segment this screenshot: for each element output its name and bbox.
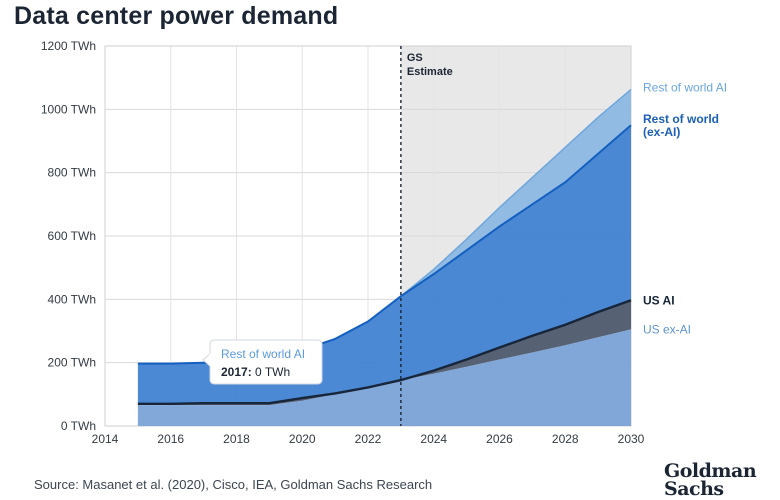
x-tick-label: 2018 (223, 432, 250, 446)
tooltip-year: 2017: (221, 365, 252, 379)
series-labels: GS Estimate Rest of world AI Rest of world(… (407, 52, 727, 336)
x-tick-label: 2016 (157, 432, 184, 446)
line-us-ai (137, 299, 632, 405)
legend-rest-of-world-ai: Rest of world AI (643, 80, 727, 94)
axes: 0 TWh 200 TWh 400 TWh 600 TWh 800 TWh 1000 TW… (41, 39, 645, 446)
y-tick-label: 600 TWh (48, 229, 96, 243)
areas (137, 89, 631, 426)
y-tick-label: 1000 TWh (41, 102, 96, 116)
x-tick-label: 2030 (618, 432, 645, 446)
y-tick-label: 1200 TWh (41, 39, 96, 53)
legend-us-ai: US AI (643, 293, 675, 307)
tooltip: Rest of world AI 2017: 0 TWh (202, 339, 323, 385)
x-tick-label: 2028 (552, 432, 579, 446)
area-rest-of-world-ex-ai (137, 125, 631, 404)
y-tick-label: 200 TWh (48, 356, 96, 370)
legend-rest-of-world-ex-ai: (ex-AI) (643, 125, 680, 139)
legend-rest-of-world-ex-ai: Rest of world (643, 112, 719, 126)
y-tick-label: 0 TWh (61, 419, 96, 433)
legend-us-ex-ai: US ex-AI (643, 322, 691, 336)
area-us-ex-ai (137, 329, 631, 426)
x-tick-label: 2026 (486, 432, 513, 446)
x-tick-label: 2024 (420, 432, 447, 446)
estimate-label: GS (407, 52, 423, 64)
y-tick-label: 400 TWh (48, 292, 96, 306)
tooltip-amount: 0 TWh (252, 365, 290, 379)
tooltip-value: 2017: 0 TWh (221, 365, 290, 379)
area-chart: 0 TWh 200 TWh 400 TWh 600 TWh 800 TWh 1000 TW… (41, 39, 727, 446)
x-tick-label: 2020 (289, 432, 316, 446)
x-tick-label: 2014 (92, 432, 119, 446)
estimate-label: Estimate (407, 66, 453, 78)
tooltip-pointer-mask (209, 354, 212, 366)
chart-title: Data center power demand (14, 2, 339, 30)
source-note: Source: Masanet et al. (2020), Cisco, IE… (34, 477, 433, 492)
goldman-sachs-logo: Goldman Sachs (664, 460, 757, 500)
tooltip-series: Rest of world AI (221, 347, 305, 361)
x-tick-label: 2022 (355, 432, 382, 446)
y-tick-label: 800 TWh (48, 166, 96, 180)
